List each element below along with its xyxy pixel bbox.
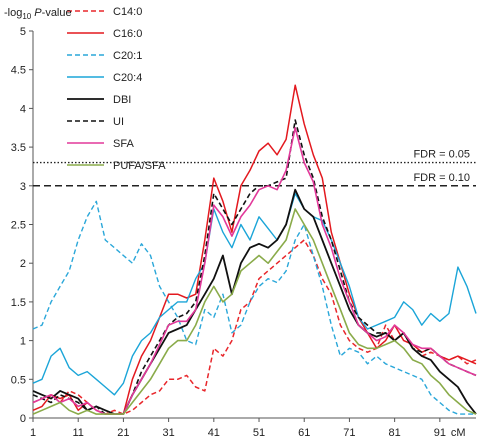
series-line-pufa-sfa (32, 208, 477, 415)
legend-label: DBI (113, 94, 131, 106)
series-line-c20-1 (32, 200, 476, 415)
threshold-lines: FDR = 0.05 FDR = 0.10 (33, 149, 476, 187)
x-tick-label: 21 (117, 427, 129, 439)
y-tick-label: 4 (20, 103, 26, 115)
series-line-ui (32, 119, 477, 415)
y-tick-label: 1.5 (11, 297, 26, 309)
legend-label: C20:4 (113, 72, 142, 84)
threshold-label: FDR = 0.05 (413, 149, 470, 161)
series-line-c16-0 (32, 84, 477, 415)
series-line-sfa (32, 127, 477, 415)
legend-label: C14:0 (113, 6, 142, 18)
x-axis-unit: cM (451, 427, 466, 439)
series-layer (32, 84, 477, 416)
x-tick-label: 61 (298, 427, 310, 439)
legend: C14:0 C16:0 C20:1 C20:4 DBI UI SFA PUFA/SFA (67, 6, 166, 172)
x-tick-label: 41 (208, 427, 220, 439)
axes: 00.511.522.533.544.551 11 21 31 41 51 61 71 81 91… (11, 26, 476, 439)
series-line-c20-4 (32, 192, 477, 396)
x-tick-label: 1 (30, 427, 36, 439)
x-tick-label: 91 (434, 427, 446, 439)
legend-label: PUFA/SFA (113, 160, 166, 172)
series-line-dbi (32, 188, 477, 416)
x-tick-label: 71 (343, 427, 355, 439)
y-tick-label: 3 (20, 181, 26, 193)
y-tick-label: 2.5 (11, 220, 26, 232)
y-axis-label: -log10 P-value (4, 7, 72, 21)
legend-label: SFA (113, 138, 134, 150)
x-tick-label: 51 (253, 427, 265, 439)
x-tick-label: 81 (389, 427, 401, 439)
legend-label: C20:1 (113, 50, 142, 62)
y-tick-label: 4.5 (11, 65, 26, 77)
y-tick-label: 1 (20, 336, 26, 348)
y-tick-label: 3.5 (11, 142, 26, 154)
y-tick-label: 5 (20, 26, 26, 38)
legend-label: UI (113, 116, 124, 128)
y-tick-label: 2 (20, 258, 26, 270)
x-tick-label: 11 (72, 427, 83, 439)
y-tick-label: 0.5 (11, 374, 26, 386)
series-line-c14-0 (32, 239, 477, 415)
y-tick-label: 0 (20, 413, 26, 425)
x-tick-label: 31 (162, 427, 174, 439)
legend-label: C16:0 (113, 28, 142, 40)
threshold-label: FDR = 0.10 (413, 172, 470, 184)
